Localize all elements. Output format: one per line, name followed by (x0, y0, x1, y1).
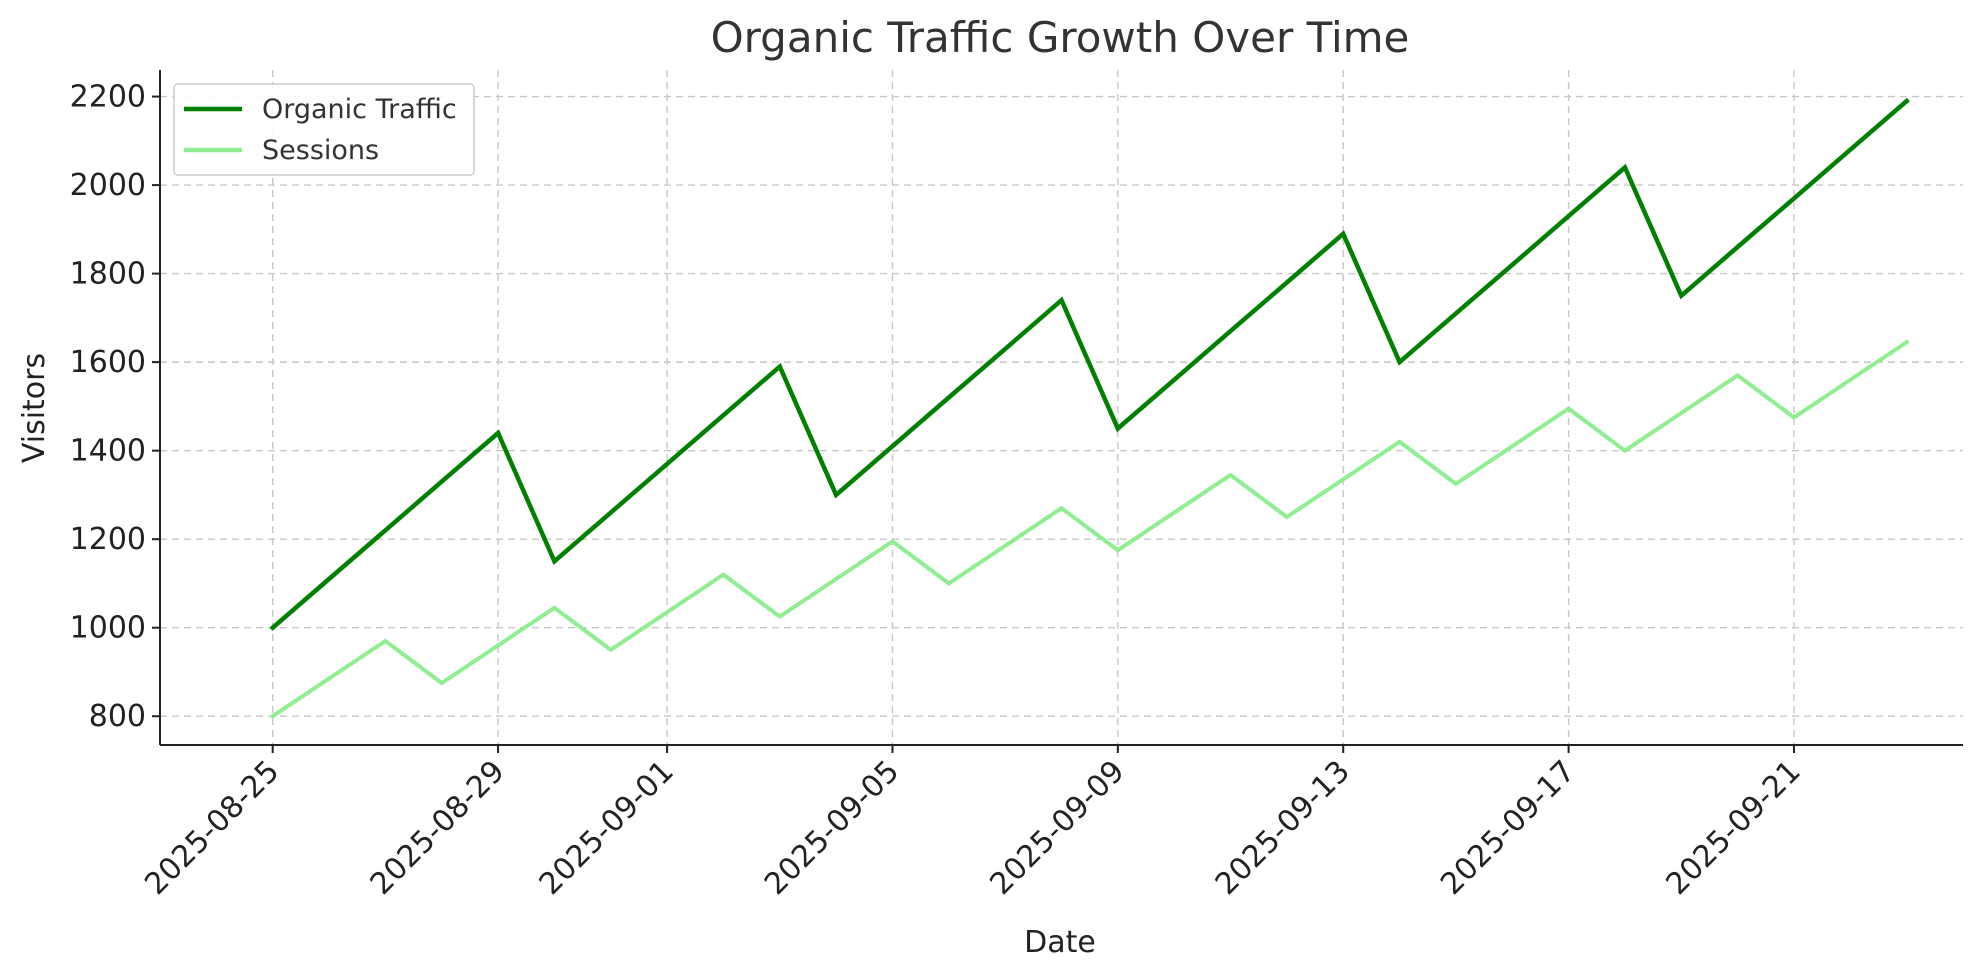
y-tick-label: 1800 (70, 257, 146, 292)
y-tick-label: 1200 (70, 522, 146, 557)
x-tick-label: 2025-08-25 (138, 754, 286, 902)
x-tick-label: 2025-09-13 (1209, 754, 1357, 902)
x-tick-label: 2025-09-09 (983, 754, 1131, 902)
x-tick-label: 2025-09-05 (758, 754, 906, 902)
chart-title: Organic Traffic Growth Over Time (711, 13, 1410, 62)
y-tick-label: 2200 (70, 80, 146, 115)
x-tick-label: 2025-09-21 (1660, 754, 1808, 902)
legend-box (173, 83, 475, 176)
y-tick-label: 2000 (70, 168, 146, 203)
legend: Organic Traffic Sessions (173, 83, 475, 176)
x-tick-label: 2025-09-01 (533, 754, 681, 902)
legend-label: Organic Traffic (262, 94, 457, 125)
y-tick-label: 1400 (70, 434, 146, 469)
y-axis-label: Visitors (17, 353, 52, 463)
y-axis-ticks: 800 1000 1200 1400 1600 1800 2000 2200 (70, 80, 160, 734)
x-tick-label: 2025-09-17 (1434, 754, 1582, 902)
legend-label: Sessions (262, 135, 379, 166)
y-tick-label: 1600 (70, 345, 146, 380)
y-tick-label: 1000 (70, 611, 146, 646)
series-lines (269, 97, 1910, 719)
y-tick-label: 800 (89, 699, 146, 734)
series-line-sessions (269, 339, 1910, 719)
x-axis-ticks: 2025-08-25 2025-08-29 2025-09-01 2025-09-05… (138, 745, 1808, 902)
series-line-organic-traffic (269, 97, 1910, 631)
x-axis-label: Date (1024, 925, 1096, 960)
x-tick-label: 2025-08-29 (364, 754, 512, 902)
